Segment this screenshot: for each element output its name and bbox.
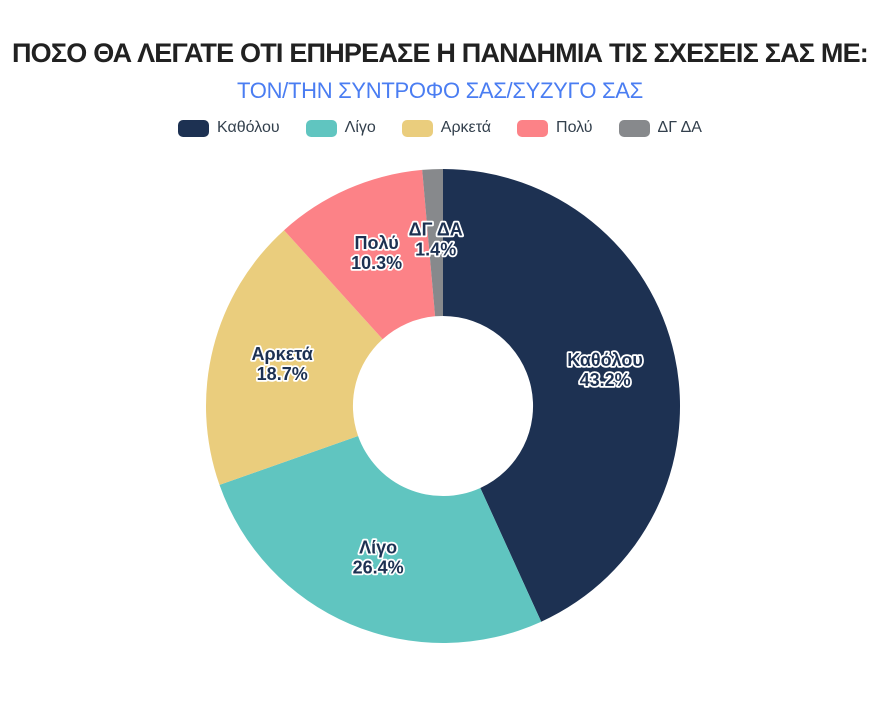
legend-label: Πολύ bbox=[556, 119, 593, 136]
legend-item-2[interactable]: Αρκετά bbox=[401, 119, 492, 137]
legend-label: Καθόλου bbox=[217, 119, 280, 136]
legend-label: Λίγο bbox=[344, 119, 376, 136]
legend-label: Αρκετά bbox=[440, 119, 492, 136]
legend-swatch-icon bbox=[618, 119, 650, 137]
legend-swatch-icon bbox=[305, 119, 337, 137]
legend-item-4[interactable]: ΔΓ ΔΑ bbox=[618, 119, 702, 137]
donut-slice-2 bbox=[205, 230, 383, 485]
legend-swatch-icon bbox=[178, 119, 210, 137]
legend-swatch-icon bbox=[401, 119, 433, 137]
legend-item-3[interactable]: Πολύ bbox=[517, 119, 593, 137]
donut-slice-4 bbox=[422, 169, 443, 317]
legend-item-0[interactable]: Καθόλου bbox=[178, 119, 280, 137]
legend: Καθόλου Λίγο Αρκετά Πολύ ΔΓ ΔΑ bbox=[0, 119, 880, 137]
chart-subtitle: ΤΟΝ/ΤΗΝ ΣΥΝΤΡΟΦΟ ΣΑΣ/ΣΥΖΥΓΟ ΣΑΣ bbox=[237, 78, 643, 103]
donut-slice-0 bbox=[443, 168, 681, 622]
chart-title: ΠΟΣΟ ΘΑ ΛΕΓΑΤΕ ΟΤΙ ΕΠΗΡΕΑΣΕ Η ΠΑΝΔΗΜΙΑ Τ… bbox=[11, 38, 869, 68]
legend-label: ΔΓ ΔΑ bbox=[657, 119, 702, 136]
legend-swatch-icon bbox=[517, 119, 549, 137]
donut-slice-1 bbox=[219, 435, 542, 644]
donut-slice-3 bbox=[284, 169, 436, 340]
legend-item-1[interactable]: Λίγο bbox=[305, 119, 376, 137]
